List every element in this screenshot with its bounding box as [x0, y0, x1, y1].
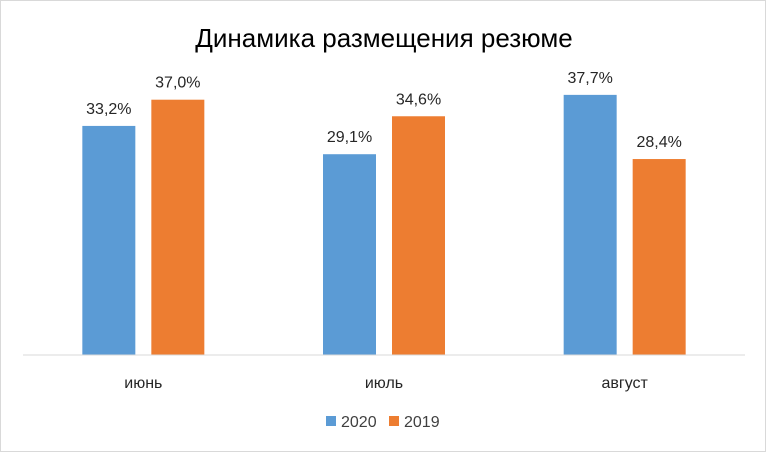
data-label-2020-2: 37,7% — [567, 70, 612, 87]
chart-title: Динамика размещения резюме — [195, 23, 572, 53]
bars-layer — [82, 94, 686, 356]
data-label-2020-0: 33,2% — [86, 101, 131, 118]
data-label-2019-2: 28,4% — [636, 134, 681, 151]
category-label-1: июль — [365, 375, 403, 392]
bar-2020-1 — [323, 154, 376, 355]
bar-2019-1 — [392, 116, 445, 355]
category-label-2: август — [601, 375, 648, 392]
bar-2020-2 — [563, 94, 617, 356]
legend-swatch-2019 — [389, 416, 399, 426]
legend-label-2020: 2020 — [341, 414, 377, 431]
labels-layer: 33,2% 37,0% июнь 29,1% 34,6% июль 37,7% 28,4% ав… — [86, 70, 682, 392]
data-label-2019-0: 37,0% — [155, 75, 200, 92]
category-label-0: июнь — [124, 375, 162, 392]
bar-2020-0 — [82, 125, 136, 355]
legend-label-2019: 2019 — [404, 414, 440, 431]
bar-2019-2 — [632, 159, 686, 355]
data-label-2020-1: 29,1% — [327, 129, 372, 146]
legend: 2020 2019 — [326, 414, 440, 431]
data-label-2019-1: 34,6% — [396, 91, 441, 108]
legend-swatch-2020 — [326, 416, 336, 426]
bar-2019-0 — [151, 99, 205, 355]
